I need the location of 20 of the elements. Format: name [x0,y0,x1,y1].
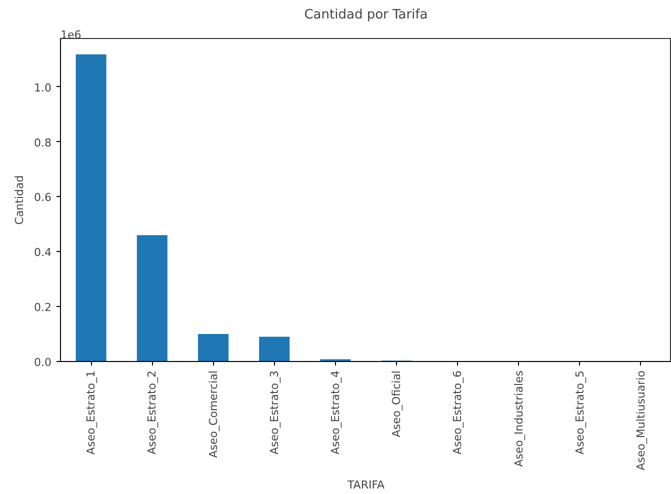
x-axis-title: TARIFA [346,478,386,492]
x-tick-label: Aseo_Estrato_3 [268,370,281,455]
x-tick-label: Aseo_Estrato_5 [573,370,586,455]
y-tick-label: 0.4 [34,246,52,260]
y-tick-label: 0.2 [34,301,52,314]
y-tick-label: 0.6 [34,191,52,204]
y-tick-label: 0.0 [34,356,52,369]
y-tick-label: 0.8 [34,136,52,150]
x-tick-label: Aseo_Industriales [512,370,526,467]
chart-title: Cantidad por Tarifa [304,8,428,22]
x-tick-label: Aseo_Estrato_6 [451,370,464,455]
x-tick-label: Aseo_Oficial [390,370,404,438]
y-tick-label: 1.0 [34,81,52,94]
x-tick-label: Aseo_Multiusuario [634,370,648,470]
annotation: 1e6 [60,28,82,42]
x-tick-label: Aseo_Estrato_4 [328,370,342,455]
x-tick-label: Aseo_Estrato_1 [84,370,98,455]
x-tick-label: Aseo_Comercial [206,370,220,458]
x-tick-label: Aseo_Estrato_2 [146,370,159,455]
y-axis-title: Cantidad [13,175,26,225]
